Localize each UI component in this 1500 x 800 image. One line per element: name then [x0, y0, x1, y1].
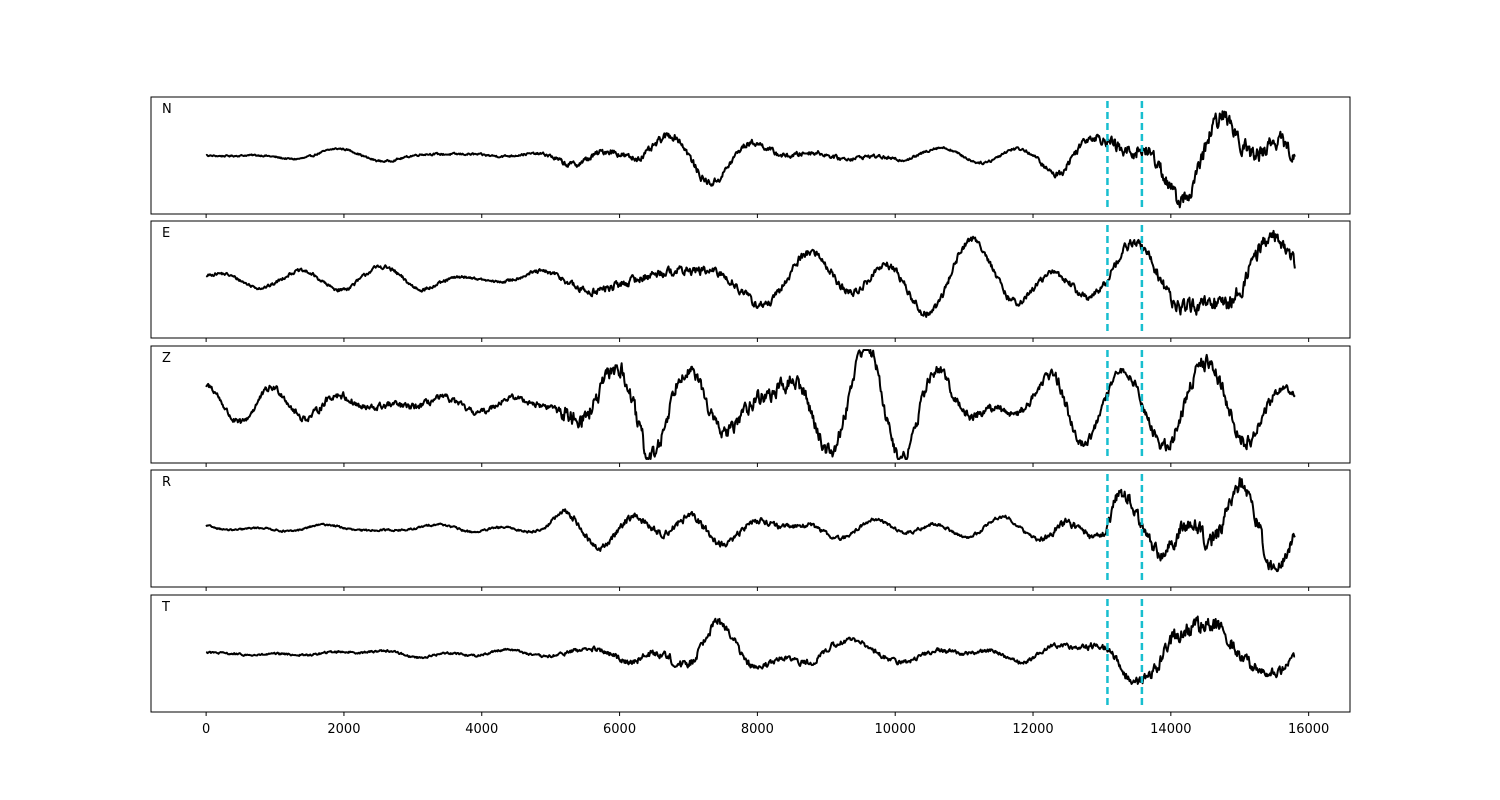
panel-r: R	[150, 469, 1351, 591]
panel-frame	[150, 594, 1351, 713]
x-axis: 0 2000 4000 6000 8000 10000 12000 14000 16000	[202, 722, 1329, 737]
x-tick-label: 8000	[741, 722, 774, 737]
trace-panels: N E Z R T	[150, 96, 1351, 716]
x-tick-label: 12000	[1012, 722, 1053, 737]
x-tick-label: 4000	[465, 722, 498, 737]
panel-e: E	[150, 220, 1351, 342]
panel-label: E	[162, 226, 170, 241]
panel-frame	[150, 220, 1351, 339]
panel-label: N	[162, 102, 172, 117]
x-tick-label: 0	[202, 722, 210, 737]
trace-line-n	[205, 110, 1296, 209]
trace-line-r	[205, 476, 1296, 573]
x-tick-label: 14000	[1150, 722, 1191, 737]
trace-line-e	[205, 229, 1296, 318]
panel-label: Z	[162, 351, 171, 366]
panel-label: T	[161, 600, 170, 615]
x-tick-label: 16000	[1288, 722, 1329, 737]
trace-line-z	[205, 349, 1296, 460]
panel-z: Z	[150, 345, 1351, 467]
panel-frame	[150, 469, 1351, 588]
panel-t: T	[150, 594, 1351, 716]
x-tick-label: 2000	[327, 722, 360, 737]
trace-line-t	[205, 615, 1296, 685]
x-tick-label: 6000	[603, 722, 636, 737]
panel-frame	[150, 96, 1351, 215]
panel-frame	[150, 345, 1351, 464]
panel-label: R	[162, 475, 171, 490]
x-tick-label: 10000	[875, 722, 916, 737]
panel-n: N	[150, 96, 1351, 218]
